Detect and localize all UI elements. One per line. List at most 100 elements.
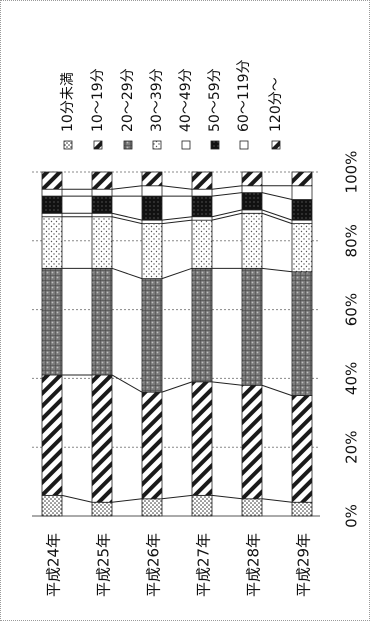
bar-segment [241,267,263,386]
bar-segment [91,216,113,269]
legend-label: 10～19分 [90,68,106,132]
series-line [261,384,293,397]
legend-swatch [210,140,220,150]
bar-segment [191,195,213,218]
bar-segment [91,188,113,197]
series-line [211,192,243,197]
bars [41,171,313,517]
bar-segment [191,188,213,197]
series-line [111,267,143,280]
series-line [111,212,143,221]
tick-label: 80% [343,224,361,257]
bar-segment [141,223,163,280]
legend-swatch [239,140,249,150]
series-line [161,381,193,393]
legend-label: 20～29分 [120,68,136,132]
series-line [261,209,293,221]
bar-segment [241,209,263,214]
legend-swatch [93,140,103,150]
category-label: 平成28年 [245,533,263,597]
series-line [211,185,243,190]
bar-segment [41,212,63,218]
bar-segment [191,171,213,190]
bar-segment [241,384,263,500]
category-label: 平成25年 [95,533,113,597]
category-label: 平成27年 [195,533,213,597]
legend-label: 10分未満 [60,72,76,132]
series-line [161,216,193,221]
series-line [161,267,193,280]
bar-segment [141,219,163,225]
series-line [211,381,243,386]
bar-segment [241,212,263,269]
bar-segment [41,195,63,214]
legend-swatch [152,140,162,150]
tick-label: 40% [343,362,361,395]
bar-segment [91,171,113,190]
bar-segment [191,267,213,383]
category-label: 平成24年 [45,533,63,597]
bar-segment [291,501,313,517]
series-line [261,192,293,201]
series-line [261,212,293,225]
bar-segment [41,216,63,269]
tick-label: 0% [343,504,361,528]
series-line [111,498,143,503]
bar-segment [241,171,263,187]
category-label: 平成29年 [295,533,313,597]
series-line [111,185,143,190]
bar-segment [91,212,113,218]
bar-segment [291,199,313,221]
legend-label: 60～119分 [236,59,252,132]
series-line [161,219,193,225]
category-labels: 平成24年 平成25年 平成26年 平成27年 平成28年 平成29年 [45,533,313,597]
bar-segment [141,185,163,197]
bar-segment [141,498,163,517]
series-line [211,212,243,221]
legend: 10分未満 10～19分 20～29分 30～39分 40～49分 50～59分 60～11… [60,59,284,150]
series-line [161,494,193,500]
bar-segment [41,267,63,376]
series-line [111,374,143,393]
bar-segment [191,494,213,517]
bar-segment [241,498,263,517]
series-line [61,494,93,503]
category-label: 平成26年 [145,533,163,597]
bar-segment [191,381,213,496]
bar-segment [91,501,113,517]
legend-label: 40～49分 [178,68,194,132]
series-line [261,267,293,273]
bar-segment [241,192,263,211]
tick-label: 60% [343,293,361,326]
legend-label: 120分～ [268,77,284,132]
bar-segment [91,267,113,376]
bar-segment [41,188,63,197]
bar-segment [291,223,313,273]
bar-segment [241,185,263,194]
bar-segment [291,395,313,503]
series-line [111,216,143,225]
series-line [211,494,243,500]
axis-ticks: 0% 20% 40% 60% 80% 100% [343,151,361,528]
bar-segment [291,271,313,397]
bar-segment [41,494,63,517]
legend-swatch [271,140,281,150]
legend-swatch [123,140,133,150]
tick-label: 100% [343,151,361,194]
bar-segment [141,278,163,393]
bar-segment [141,171,163,187]
gridlines [32,171,320,517]
bar-segment [141,195,163,221]
series-line [211,209,243,218]
tick-label: 20% [343,431,361,464]
bar-segment [91,195,113,214]
legend-label: 30～39分 [149,68,165,132]
bar-segment [291,185,313,200]
bar-segment [41,171,63,190]
bar-segment [291,219,313,225]
bar-segment [191,216,213,221]
series-line [261,498,293,503]
legend-label: 50～59分 [207,68,223,132]
series-line [161,185,193,190]
